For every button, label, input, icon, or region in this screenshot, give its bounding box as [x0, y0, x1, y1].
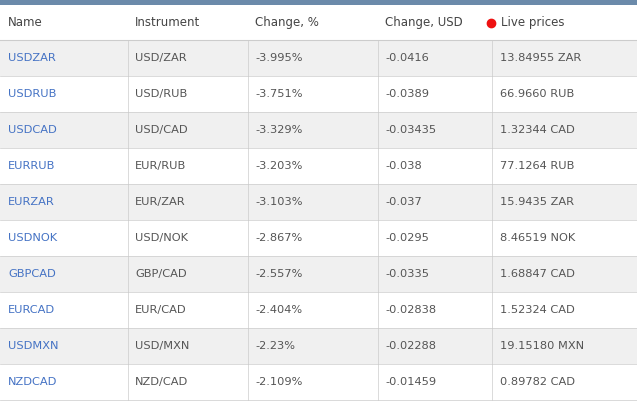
Text: -0.02288: -0.02288	[385, 341, 436, 351]
Text: 8.46519 NOK: 8.46519 NOK	[500, 233, 575, 243]
Text: 1.32344 CAD: 1.32344 CAD	[500, 125, 575, 135]
Text: -3.103%: -3.103%	[255, 197, 303, 207]
Text: USD/MXN: USD/MXN	[135, 341, 189, 351]
Bar	[0, 292, 637, 328]
Bar	[0, 0, 637, 5]
Text: USDRUB: USDRUB	[8, 89, 57, 99]
Text: 1.52324 CAD: 1.52324 CAD	[500, 305, 575, 315]
Text: USD/NOK: USD/NOK	[135, 233, 188, 243]
Text: USDNOK: USDNOK	[8, 233, 57, 243]
Text: -0.01459: -0.01459	[385, 377, 436, 387]
Text: -3.329%: -3.329%	[255, 125, 303, 135]
Bar	[0, 184, 637, 220]
Bar	[0, 148, 637, 184]
Text: Instrument: Instrument	[135, 16, 200, 29]
Text: NZD/CAD: NZD/CAD	[135, 377, 189, 387]
Text: Change, USD: Change, USD	[385, 16, 462, 29]
Text: EURRUB: EURRUB	[8, 161, 55, 171]
Text: 66.9660 RUB: 66.9660 RUB	[500, 89, 574, 99]
Text: -2.109%: -2.109%	[255, 377, 303, 387]
Text: USD/CAD: USD/CAD	[135, 125, 188, 135]
Text: USD/ZAR: USD/ZAR	[135, 53, 187, 63]
Text: EUR/CAD: EUR/CAD	[135, 305, 187, 315]
Text: -0.038: -0.038	[385, 161, 422, 171]
Text: -2.404%: -2.404%	[255, 305, 302, 315]
Text: Change, %: Change, %	[255, 16, 319, 29]
Text: -0.0416: -0.0416	[385, 53, 429, 63]
Text: -2.23%: -2.23%	[255, 341, 295, 351]
Text: Live prices: Live prices	[501, 16, 564, 29]
Text: -0.02838: -0.02838	[385, 305, 436, 315]
Bar	[0, 364, 637, 400]
Text: 13.84955 ZAR: 13.84955 ZAR	[500, 53, 581, 63]
Text: EURCAD: EURCAD	[8, 305, 55, 315]
Text: -0.0335: -0.0335	[385, 269, 429, 279]
Text: EURZAR: EURZAR	[8, 197, 55, 207]
Bar	[0, 40, 637, 76]
Text: 15.9435 ZAR: 15.9435 ZAR	[500, 197, 574, 207]
Text: USDZAR: USDZAR	[8, 53, 56, 63]
Text: -2.557%: -2.557%	[255, 269, 303, 279]
Bar	[0, 328, 637, 364]
Text: NZDCAD: NZDCAD	[8, 377, 57, 387]
Text: 1.68847 CAD: 1.68847 CAD	[500, 269, 575, 279]
Text: 0.89782 CAD: 0.89782 CAD	[500, 377, 575, 387]
Bar	[0, 76, 637, 112]
Bar	[0, 256, 637, 292]
Text: -3.203%: -3.203%	[255, 161, 303, 171]
Text: 77.1264 RUB: 77.1264 RUB	[500, 161, 575, 171]
Text: -3.995%: -3.995%	[255, 53, 303, 63]
Text: EUR/ZAR: EUR/ZAR	[135, 197, 185, 207]
Text: -0.0295: -0.0295	[385, 233, 429, 243]
Text: USD/RUB: USD/RUB	[135, 89, 187, 99]
Text: Name: Name	[8, 16, 43, 29]
Text: EUR/RUB: EUR/RUB	[135, 161, 186, 171]
Bar	[0, 5, 637, 40]
Text: USDCAD: USDCAD	[8, 125, 57, 135]
Text: -0.03435: -0.03435	[385, 125, 436, 135]
Text: -2.867%: -2.867%	[255, 233, 302, 243]
Text: USDMXN: USDMXN	[8, 341, 59, 351]
Text: 19.15180 MXN: 19.15180 MXN	[500, 341, 584, 351]
Text: -0.037: -0.037	[385, 197, 422, 207]
Bar	[0, 112, 637, 148]
Bar	[0, 220, 637, 256]
Text: -3.751%: -3.751%	[255, 89, 303, 99]
Text: GBPCAD: GBPCAD	[8, 269, 56, 279]
Text: -0.0389: -0.0389	[385, 89, 429, 99]
Text: GBP/CAD: GBP/CAD	[135, 269, 187, 279]
